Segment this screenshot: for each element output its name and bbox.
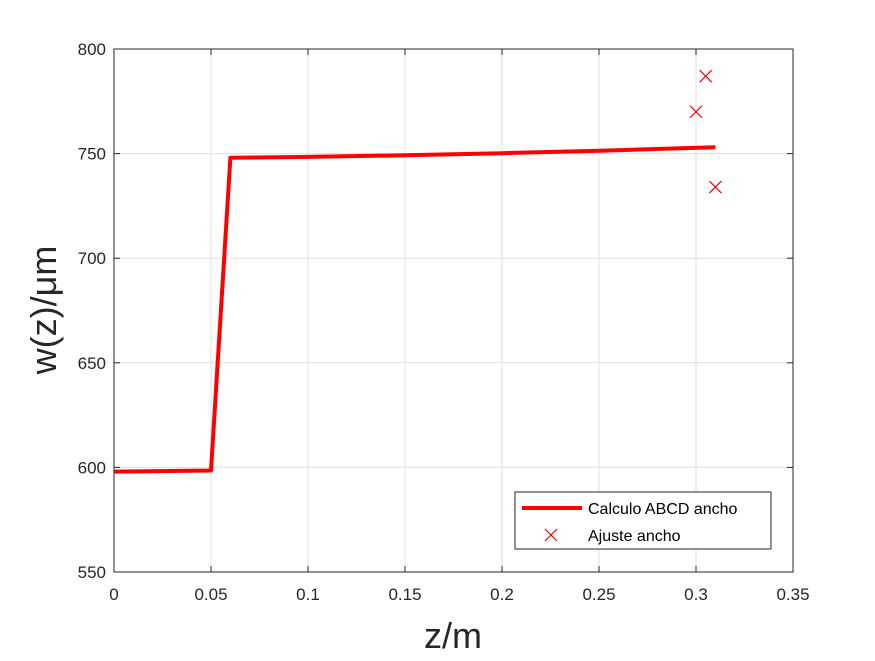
y-tick-label: 650: [78, 354, 106, 373]
legend-marker-swatch: [544, 528, 558, 542]
x-tick-label: 0.2: [490, 585, 514, 604]
plot-frame: [113, 48, 794, 573]
x-tick-label: 0.25: [582, 585, 615, 604]
x-tick-label: 0: [109, 585, 118, 604]
y-tick-label: 600: [78, 458, 106, 477]
y-tick-label: 800: [78, 40, 106, 59]
series-line-1: [113, 145, 716, 474]
y-axis-label: w(z)/μm: [23, 246, 64, 376]
plot-area: [114, 49, 793, 572]
x-axis-label: z/m: [424, 615, 482, 656]
y-tick-label: 700: [78, 249, 106, 268]
legend-box: [514, 491, 772, 550]
y-tick-label: 750: [78, 145, 106, 164]
x-tick-label: 0.35: [776, 585, 809, 604]
x-tick-label: 0.05: [194, 585, 227, 604]
scatter-point: [708, 180, 722, 194]
y-tick-label: 550: [78, 563, 106, 582]
ticks: 0 0.05 0.1 0.15 0.2 0.25 0.3 0.35 550 600 650 700 75…: [78, 40, 810, 604]
x-tick-label: 0.15: [388, 585, 421, 604]
scatter-point: [699, 69, 713, 83]
scatter-point: [689, 105, 703, 119]
legend-label-series-2: Ajuste ancho: [588, 528, 681, 545]
x-tick-label: 0.3: [684, 585, 708, 604]
legend: Calculo ABCD ancho Ajuste ancho: [514, 491, 772, 550]
legend-label-series-1: Calculo ABCD ancho: [588, 501, 738, 518]
series-layer: [113, 69, 722, 474]
x-tick-label: 0.1: [296, 585, 320, 604]
